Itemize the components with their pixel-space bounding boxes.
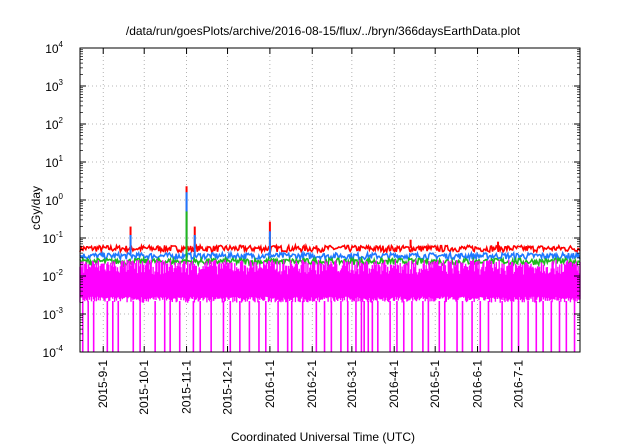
y-tick-exponent: -3 (56, 306, 64, 315)
x-axis: 2015-9-1 2015-10-1 2015-11-1 2015-12-1 2016-… (96, 48, 526, 415)
series-line-0 (79, 242, 581, 255)
y-tick-label: 101 (45, 154, 63, 170)
y-tick-exponent: -4 (56, 344, 64, 353)
x-tick-label: 2016-6-1 (471, 360, 485, 408)
x-tick-label: 2016-1-1 (263, 360, 277, 408)
x-tick-label: 2015-10-1 (137, 360, 151, 415)
x-tick-label: 2015-9-1 (96, 360, 110, 408)
plot-area (79, 186, 581, 352)
y-tick-exponent: 3 (59, 78, 64, 87)
x-tick-label: 2015-12-1 (221, 360, 235, 415)
x-tick-label: 2016-3-1 (345, 360, 359, 408)
y-tick-exponent: -2 (56, 268, 64, 277)
series-band-magenta (79, 259, 581, 303)
x-tick-label: 2016-7-1 (512, 360, 526, 408)
x-tick-label: 2016-5-1 (428, 360, 442, 408)
y-tick-exponent: 1 (59, 154, 64, 163)
y-tick-label: 103 (45, 78, 63, 94)
series-line-2 (79, 255, 581, 269)
x-tick-label: 2015-11-1 (180, 360, 194, 414)
x-axis-label: Coordinated Universal Time (UTC) (231, 430, 415, 444)
x-tick-label: 2016-4-1 (387, 360, 401, 408)
y-tick-label: 10-3 (43, 306, 64, 322)
y-tick-label: 100 (45, 192, 63, 208)
y-tick-label: 10-1 (43, 230, 64, 246)
y-tick-exponent: 2 (59, 116, 64, 125)
y-tick-label: 10-2 (43, 268, 64, 284)
y-tick-label: 104 (45, 40, 63, 56)
y-tick-exponent: -1 (56, 230, 64, 239)
y-axis-label: cGy/day (29, 186, 43, 230)
chart-title: /data/run/goesPlots/archive/2016-08-15/f… (126, 24, 521, 38)
y-tick-label: 102 (45, 116, 63, 132)
y-tick-exponent: 0 (59, 192, 64, 201)
series-line-1 (79, 249, 581, 263)
x-tick-label: 2016-2-1 (305, 360, 319, 408)
y-tick-label: 10-4 (43, 344, 64, 360)
y-tick-exponent: 4 (59, 40, 64, 49)
